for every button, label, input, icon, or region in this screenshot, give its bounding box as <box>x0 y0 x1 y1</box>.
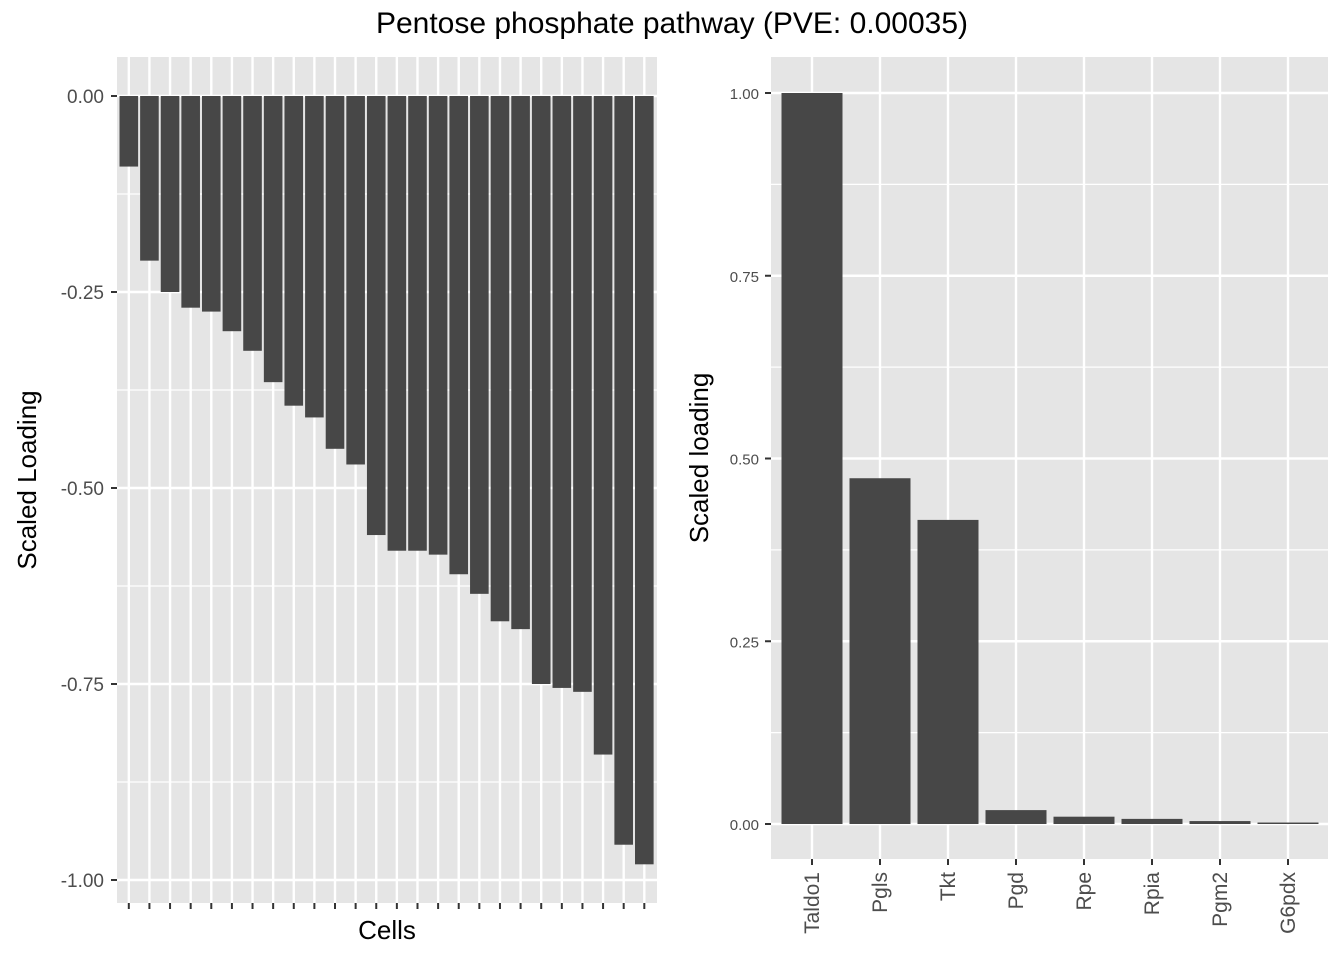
bar-cell-7 <box>243 96 262 351</box>
bar-pgd <box>985 810 1047 824</box>
x-tick-label-rpia: Rpia <box>1141 872 1164 916</box>
bar-g6pdx <box>1257 822 1319 824</box>
bar-cell-1 <box>119 96 139 167</box>
left-bars <box>119 96 654 865</box>
bar-pgm2 <box>1189 821 1251 824</box>
bar-cell-18 <box>470 96 489 594</box>
y-tick-label: 0.25 <box>730 634 759 651</box>
x-tick-label-pgls: Pgls <box>869 872 892 913</box>
y-tick-label: -0.25 <box>61 283 104 304</box>
right-y-axis: 0.00 0.25 0.50 0.75 1.00 <box>730 86 771 834</box>
bar-pgls <box>849 478 911 824</box>
bar-cell-8 <box>263 96 283 383</box>
bar-taldo1 <box>781 93 843 824</box>
bar-cell-17 <box>449 96 469 575</box>
x-tick-label-pgd: Pgd <box>1005 872 1028 909</box>
left-y-axis: 0.00 -0.25 -0.50 -0.75 -1.00 <box>61 87 117 892</box>
bar-cell-16 <box>428 96 448 555</box>
bar-cell-26 <box>635 96 654 865</box>
bar-cell-3 <box>160 96 180 292</box>
bar-cell-25 <box>614 96 633 845</box>
bar-cell-14 <box>387 96 407 551</box>
x-tick-label-taldo1: Taldo1 <box>801 872 824 934</box>
y-tick-label: 0.50 <box>730 452 759 469</box>
y-tick-label: 1.00 <box>730 86 759 103</box>
right-x-axis: Taldo1 Pgls Tkt Pgd Rpe Rpia Pgm2 G6pdx <box>801 859 1300 934</box>
chart-title: Pentose phosphate pathway (PVE: 0.00035) <box>376 7 968 40</box>
left-y-axis-title: Scaled Loading <box>12 390 42 569</box>
bar-cell-19 <box>490 96 510 622</box>
bar-cell-2 <box>140 96 159 261</box>
right-y-axis-title: Scaled loading <box>684 373 714 544</box>
bar-cell-15 <box>408 96 427 551</box>
bar-cell-13 <box>366 96 386 536</box>
x-tick-label-tkt: Tkt <box>937 872 960 901</box>
y-tick-label: -0.50 <box>61 479 104 500</box>
bar-cell-21 <box>531 96 551 684</box>
bar-cell-11 <box>325 96 345 449</box>
right-bars <box>781 93 1319 824</box>
bar-cell-12 <box>346 96 365 465</box>
bar-cell-5 <box>201 96 221 312</box>
bar-cell-24 <box>593 96 613 755</box>
y-tick-label: -0.75 <box>61 675 104 696</box>
bar-cell-23 <box>573 96 592 692</box>
bar-cell-20 <box>511 96 530 630</box>
bar-rpia <box>1121 818 1183 824</box>
y-tick-label: 0.00 <box>67 87 104 108</box>
y-tick-label: 0.00 <box>730 817 759 834</box>
left-panel: 0.00 -0.25 -0.50 -0.75 -1.00 Cells Scaled Lo… <box>12 57 657 945</box>
bar-rpe <box>1053 816 1115 824</box>
bar-tkt <box>917 519 979 824</box>
y-tick-label: 0.75 <box>730 269 759 286</box>
y-tick-label: -1.00 <box>61 871 104 892</box>
bar-cell-4 <box>181 96 200 308</box>
x-tick-label-rpe: Rpe <box>1073 872 1096 911</box>
left-x-ticks <box>127 903 646 909</box>
bar-cell-6 <box>222 96 242 332</box>
right-panel: 0.00 0.25 0.50 0.75 1.00 Taldo1 Pgls Tkt Pgd Rpe… <box>684 57 1328 934</box>
bar-cell-10 <box>305 96 324 418</box>
x-tick-label-g6pdx: G6pdx <box>1277 872 1300 934</box>
x-tick-label-pgm2: Pgm2 <box>1209 872 1232 927</box>
bar-cell-22 <box>552 96 572 688</box>
left-x-axis-title: Cells <box>358 915 416 945</box>
bar-cell-9 <box>284 96 304 406</box>
